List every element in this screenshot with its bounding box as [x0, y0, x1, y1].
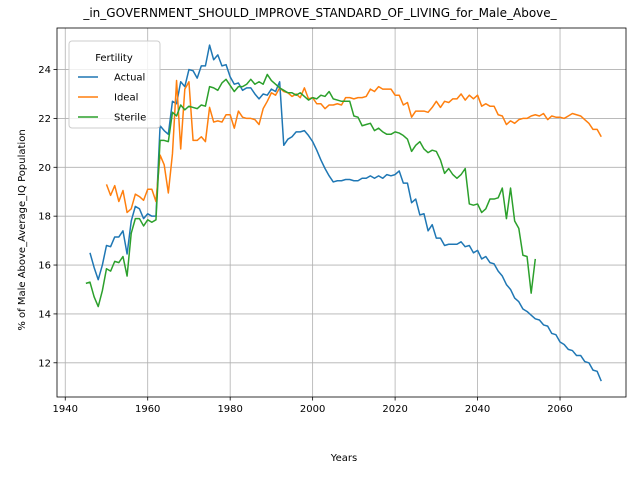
- x-tick-label: 1960: [135, 404, 160, 415]
- y-tick-label: 22: [38, 114, 51, 125]
- y-axis-label: % of Male Above_Average_IQ Population: [17, 129, 28, 330]
- plot-frame: [56, 27, 627, 398]
- x-axis: 1940 1960 1980 2000 2020 2040 2060: [53, 397, 573, 415]
- y-tick-label: 12: [38, 358, 51, 369]
- y-axis: 12 14 16 18 20 22 24: [38, 65, 57, 369]
- legend-label-ideal: Ideal: [114, 93, 138, 104]
- x-tick-label: 1980: [217, 404, 242, 415]
- y-tick-label: 24: [38, 65, 51, 76]
- x-tick-label: 1940: [53, 404, 78, 415]
- legend-box: [68, 40, 161, 129]
- chart-title: _in_GOVERNMENT_SHOULD_IMPROVE_STANDARD_O…: [82, 6, 557, 20]
- grid-lines: [57, 28, 626, 397]
- legend-label-sterile: Sterile: [114, 113, 146, 124]
- y-tick-label: 20: [38, 163, 51, 174]
- series-lines: [85, 44, 602, 382]
- y-tick-label: 16: [38, 261, 51, 272]
- series-line-sterile: [85, 73, 537, 308]
- x-tick-label: 2000: [300, 404, 325, 415]
- x-tick-label: 2040: [465, 404, 490, 415]
- series-line-ideal: [105, 79, 602, 214]
- x-tick-label: 2020: [382, 404, 407, 415]
- legend-title: Fertility: [95, 53, 133, 64]
- x-axis-label: Years: [330, 453, 357, 464]
- legend-label-actual: Actual: [114, 73, 145, 84]
- y-tick-label: 14: [38, 309, 51, 320]
- y-tick-label: 18: [38, 212, 51, 223]
- legend: Fertility Actual Ideal Sterile: [68, 40, 161, 129]
- x-tick-label: 2060: [547, 404, 572, 415]
